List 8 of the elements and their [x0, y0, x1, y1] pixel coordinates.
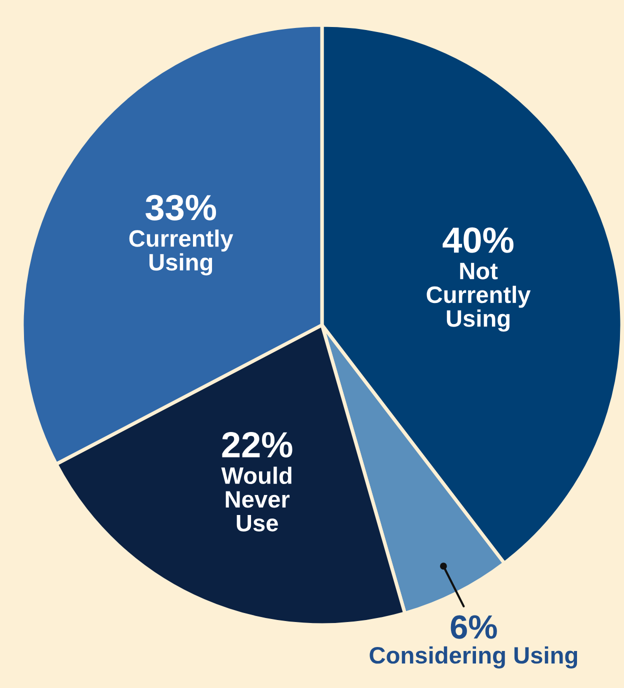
data-label: 33% — [146, 194, 216, 220]
slice-label: Currently Using — [129, 230, 234, 276]
data-label: 6% — [450, 615, 497, 639]
data-label: 40% — [442, 227, 514, 253]
slice-label: Would Never Use — [221, 466, 292, 532]
data-label: 22% — [222, 432, 292, 458]
slice-label: Considering Using — [370, 646, 578, 668]
slice-label: Not Currently Using — [426, 262, 531, 332]
